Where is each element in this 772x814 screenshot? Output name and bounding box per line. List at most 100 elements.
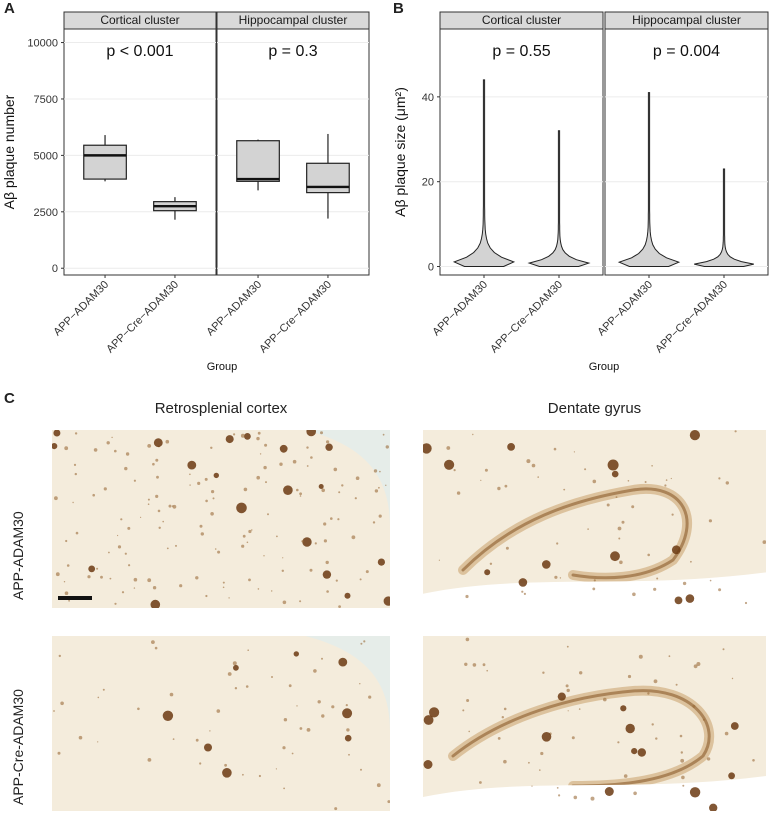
plaque — [66, 564, 70, 567]
slide-edge — [305, 636, 390, 733]
plaque — [322, 570, 332, 579]
plaque — [584, 468, 587, 471]
plaque — [108, 551, 110, 554]
plaque — [565, 684, 569, 688]
plaque — [631, 748, 638, 755]
plaque — [233, 433, 236, 436]
plaque — [373, 469, 378, 473]
plaque — [359, 683, 361, 685]
plaque — [664, 484, 667, 487]
plaque — [507, 443, 515, 451]
plaque — [169, 692, 174, 697]
plaque — [346, 728, 350, 732]
plaque — [479, 781, 482, 784]
plaque — [309, 568, 313, 572]
plaque — [338, 657, 348, 667]
plaque — [117, 534, 119, 537]
plaque — [124, 466, 128, 471]
plaque — [607, 459, 619, 471]
plaque — [205, 499, 208, 503]
plaque — [199, 762, 202, 765]
panel-label-c: C — [4, 390, 15, 407]
plaque — [92, 493, 95, 497]
plaque — [133, 577, 138, 582]
plaque — [195, 738, 199, 742]
plaque — [242, 534, 246, 538]
plaque — [68, 599, 70, 602]
plaque — [497, 486, 501, 491]
plaque — [567, 710, 569, 712]
plaque — [232, 661, 237, 666]
plaque — [682, 581, 687, 586]
plaque — [633, 791, 637, 796]
panel-label-b: B — [393, 0, 404, 17]
y-tick-label: 20 — [422, 177, 434, 189]
plaque — [100, 575, 103, 579]
plaque — [345, 704, 348, 707]
plaque — [724, 731, 729, 736]
x-axis-title: Group — [207, 361, 238, 373]
plaque — [258, 774, 261, 778]
plaque — [379, 470, 381, 473]
plaque — [718, 477, 721, 480]
plaque — [338, 605, 341, 608]
plaque — [318, 484, 324, 489]
plaque — [378, 514, 382, 518]
plaque — [671, 545, 681, 555]
plaque — [671, 513, 674, 516]
plaque — [464, 662, 468, 666]
plaque — [638, 654, 643, 659]
plaque — [363, 640, 366, 643]
plaque — [563, 488, 566, 491]
plaque — [65, 539, 68, 543]
plaque — [680, 758, 685, 763]
chart-a: Aβ plaque number 0 2500 5000 7500 10000 Cortic… — [1, 11, 370, 373]
plaque — [147, 444, 152, 448]
plaque — [214, 548, 217, 550]
plaque — [383, 596, 390, 606]
plaque — [292, 459, 297, 464]
plaque — [593, 579, 596, 582]
plaque — [205, 594, 208, 598]
plaque — [147, 503, 150, 505]
plaque — [244, 433, 251, 440]
plaque — [378, 486, 380, 489]
plaque — [503, 759, 507, 764]
plaque — [172, 738, 175, 740]
plaque — [243, 487, 248, 492]
plaque — [60, 701, 64, 706]
plaque — [165, 439, 170, 444]
violin — [617, 92, 681, 267]
plaque — [359, 578, 362, 581]
plaque — [651, 465, 653, 467]
column-title-retrosplenial: Retrosplenial cortex — [154, 400, 288, 417]
plaque — [653, 587, 657, 591]
plaque — [236, 502, 247, 514]
plaque — [78, 735, 83, 740]
plaque — [615, 496, 618, 498]
plaque — [637, 748, 646, 757]
plaque — [731, 677, 734, 680]
facet-strip-label: Hippocampal cluster — [632, 13, 741, 27]
facet-panel — [604, 28, 769, 276]
plaque — [571, 736, 575, 740]
plaque — [200, 532, 204, 536]
plaque — [73, 463, 77, 466]
plaque — [484, 468, 488, 472]
plaque — [566, 688, 570, 693]
plaque — [539, 769, 541, 771]
plaque — [288, 684, 292, 688]
plaque — [542, 671, 545, 674]
plaque — [360, 642, 363, 645]
x-tick-label: APP−ADAM30 — [430, 279, 490, 339]
plaque — [321, 488, 326, 493]
plaque — [351, 535, 356, 540]
plaque — [619, 560, 623, 565]
plaque — [97, 741, 99, 743]
plaque — [265, 481, 267, 484]
plaque — [162, 710, 174, 721]
plaque — [158, 526, 161, 529]
plaque — [128, 564, 131, 567]
row-label-app-adam30: APP-ADAM30 — [10, 511, 26, 600]
plaque — [154, 646, 158, 650]
